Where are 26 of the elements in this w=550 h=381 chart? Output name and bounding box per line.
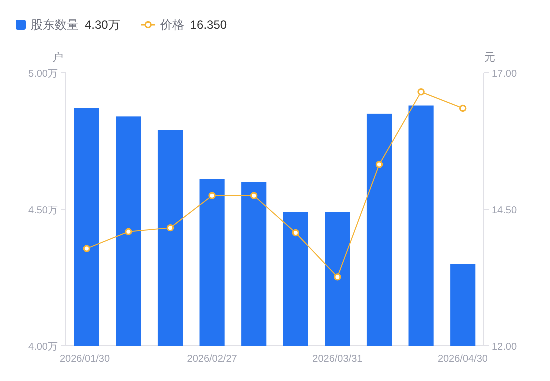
point [334,274,342,281]
legend-label: 股东数量 [31,18,79,32]
y2-axis-title: 元 [484,52,496,64]
y-tick-label: 4.00万 [28,342,58,353]
point [208,192,216,200]
x-tick-label: 2026/01/30 [60,354,110,365]
point [418,88,425,96]
point [83,245,90,252]
text: 16.350 [190,18,228,32]
y2-tick-label: 17.00 [492,69,518,80]
x-tick-label: 2026/02/27 [187,354,238,365]
point [460,104,467,112]
y2-tick-label: 12.00 [492,342,518,353]
x-tick-label: 2026/03/31 [312,354,364,365]
y-axis-title: 户 [52,51,64,64]
y-tick-label: 4.50万 [28,206,58,216]
y-tick-label: 5.00万 [28,69,58,80]
point [250,192,258,200]
x-tick-label: 2026/04/30 [438,354,488,365]
point [292,229,300,237]
text: 4.30万 [85,18,120,32]
y2-tick-label: 14.50 [492,206,518,216]
point [166,224,174,232]
point [125,228,132,236]
legend-label: 价格 [159,18,184,32]
point [376,161,384,168]
